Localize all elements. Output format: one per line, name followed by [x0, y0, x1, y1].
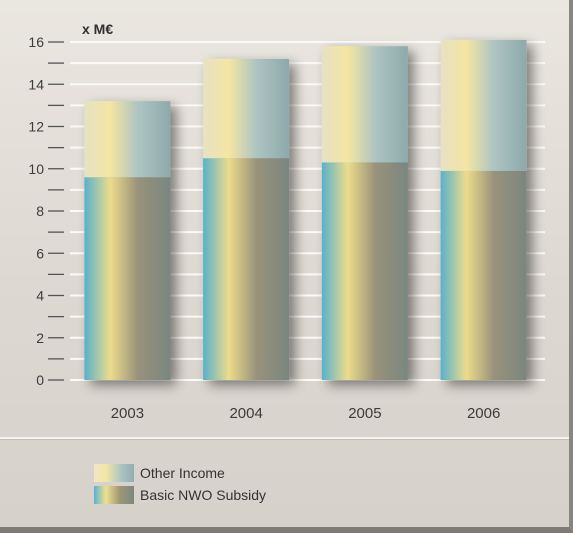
legend-item-basic-nwo-subsidy: Basic NWO Subsidy: [94, 484, 266, 506]
x-category-label: 2004: [229, 405, 262, 422]
y-tick-label: 6: [36, 245, 44, 261]
bar-other-income-2006: [440, 39, 527, 171]
y-tick-label: 8: [36, 203, 44, 219]
y-tick-label: 4: [36, 288, 44, 304]
bar-basic-nwo-subsidy-2003: [84, 177, 171, 380]
legend-swatch-basic-nwo-subsidy: [94, 486, 134, 504]
y-axis-unit-label: x M€: [82, 21, 113, 37]
bar-other-income-2005: [321, 46, 408, 163]
bar-stack-2004: [203, 58, 290, 380]
legend: Other Income Basic NWO Subsidy: [94, 462, 266, 506]
chart-area: 0 2 4 6 8 10 12 14 16 2003 2004 2005 2006 x M€: [28, 21, 545, 422]
y-tick-label: 16: [28, 34, 44, 50]
legend-swatch-other-income: [94, 464, 134, 482]
y-tick-label: 2: [36, 330, 44, 346]
y-tick-label: 10: [28, 161, 44, 177]
legend-label-other-income: Other Income: [140, 465, 225, 481]
bar-stack-2003: [84, 101, 171, 380]
y-tick-label: 14: [28, 76, 44, 92]
x-category-label: 2006: [467, 405, 500, 422]
legend-divider: [0, 437, 569, 439]
bar-stack-2005: [321, 46, 408, 380]
legend-item-other-income: Other Income: [94, 462, 266, 484]
x-category-label: 2005: [348, 405, 381, 422]
legend-label-basic-nwo-subsidy: Basic NWO Subsidy: [140, 487, 267, 503]
x-category-label: 2003: [111, 405, 144, 422]
y-tick-label: 12: [28, 119, 44, 135]
bar-other-income-2004: [203, 58, 290, 159]
bar-basic-nwo-subsidy-2005: [321, 162, 408, 380]
y-tick-label: 0: [36, 372, 44, 388]
bar-stack-2006: [440, 39, 527, 380]
bar-basic-nwo-subsidy-2006: [440, 170, 527, 380]
bar-other-income-2003: [84, 101, 171, 178]
bar-basic-nwo-subsidy-2004: [203, 158, 290, 380]
